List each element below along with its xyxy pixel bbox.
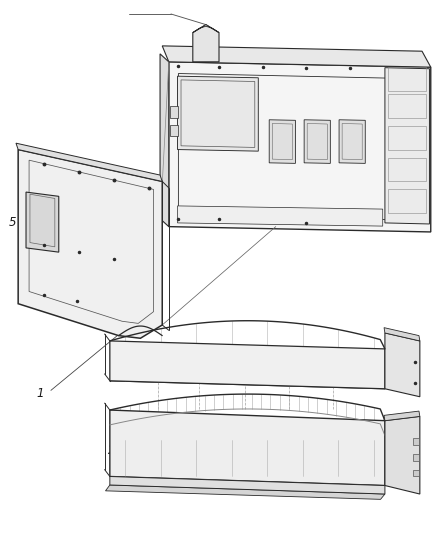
Polygon shape	[162, 46, 431, 67]
Text: 3: 3	[114, 359, 121, 372]
Polygon shape	[413, 470, 419, 477]
Polygon shape	[384, 411, 420, 421]
Polygon shape	[193, 25, 219, 33]
Polygon shape	[304, 120, 330, 164]
Polygon shape	[26, 192, 59, 252]
Polygon shape	[110, 410, 385, 486]
Polygon shape	[269, 120, 295, 164]
Polygon shape	[385, 333, 420, 397]
Polygon shape	[170, 125, 178, 136]
Text: 4: 4	[49, 246, 57, 259]
Polygon shape	[193, 25, 219, 62]
Polygon shape	[18, 150, 162, 338]
Polygon shape	[413, 438, 419, 445]
Polygon shape	[177, 206, 383, 226]
Polygon shape	[16, 143, 162, 181]
Polygon shape	[160, 54, 169, 227]
Polygon shape	[110, 341, 385, 389]
Polygon shape	[177, 76, 258, 151]
Text: 4: 4	[36, 268, 44, 280]
Polygon shape	[413, 454, 419, 461]
Polygon shape	[384, 328, 420, 341]
Polygon shape	[170, 106, 178, 118]
Polygon shape	[106, 485, 385, 499]
Polygon shape	[385, 416, 420, 494]
Polygon shape	[385, 68, 429, 224]
Polygon shape	[339, 120, 365, 164]
Polygon shape	[110, 477, 385, 494]
Text: 1: 1	[36, 386, 44, 400]
Text: 5: 5	[9, 216, 17, 229]
Text: 2: 2	[108, 445, 116, 457]
Polygon shape	[169, 62, 431, 232]
